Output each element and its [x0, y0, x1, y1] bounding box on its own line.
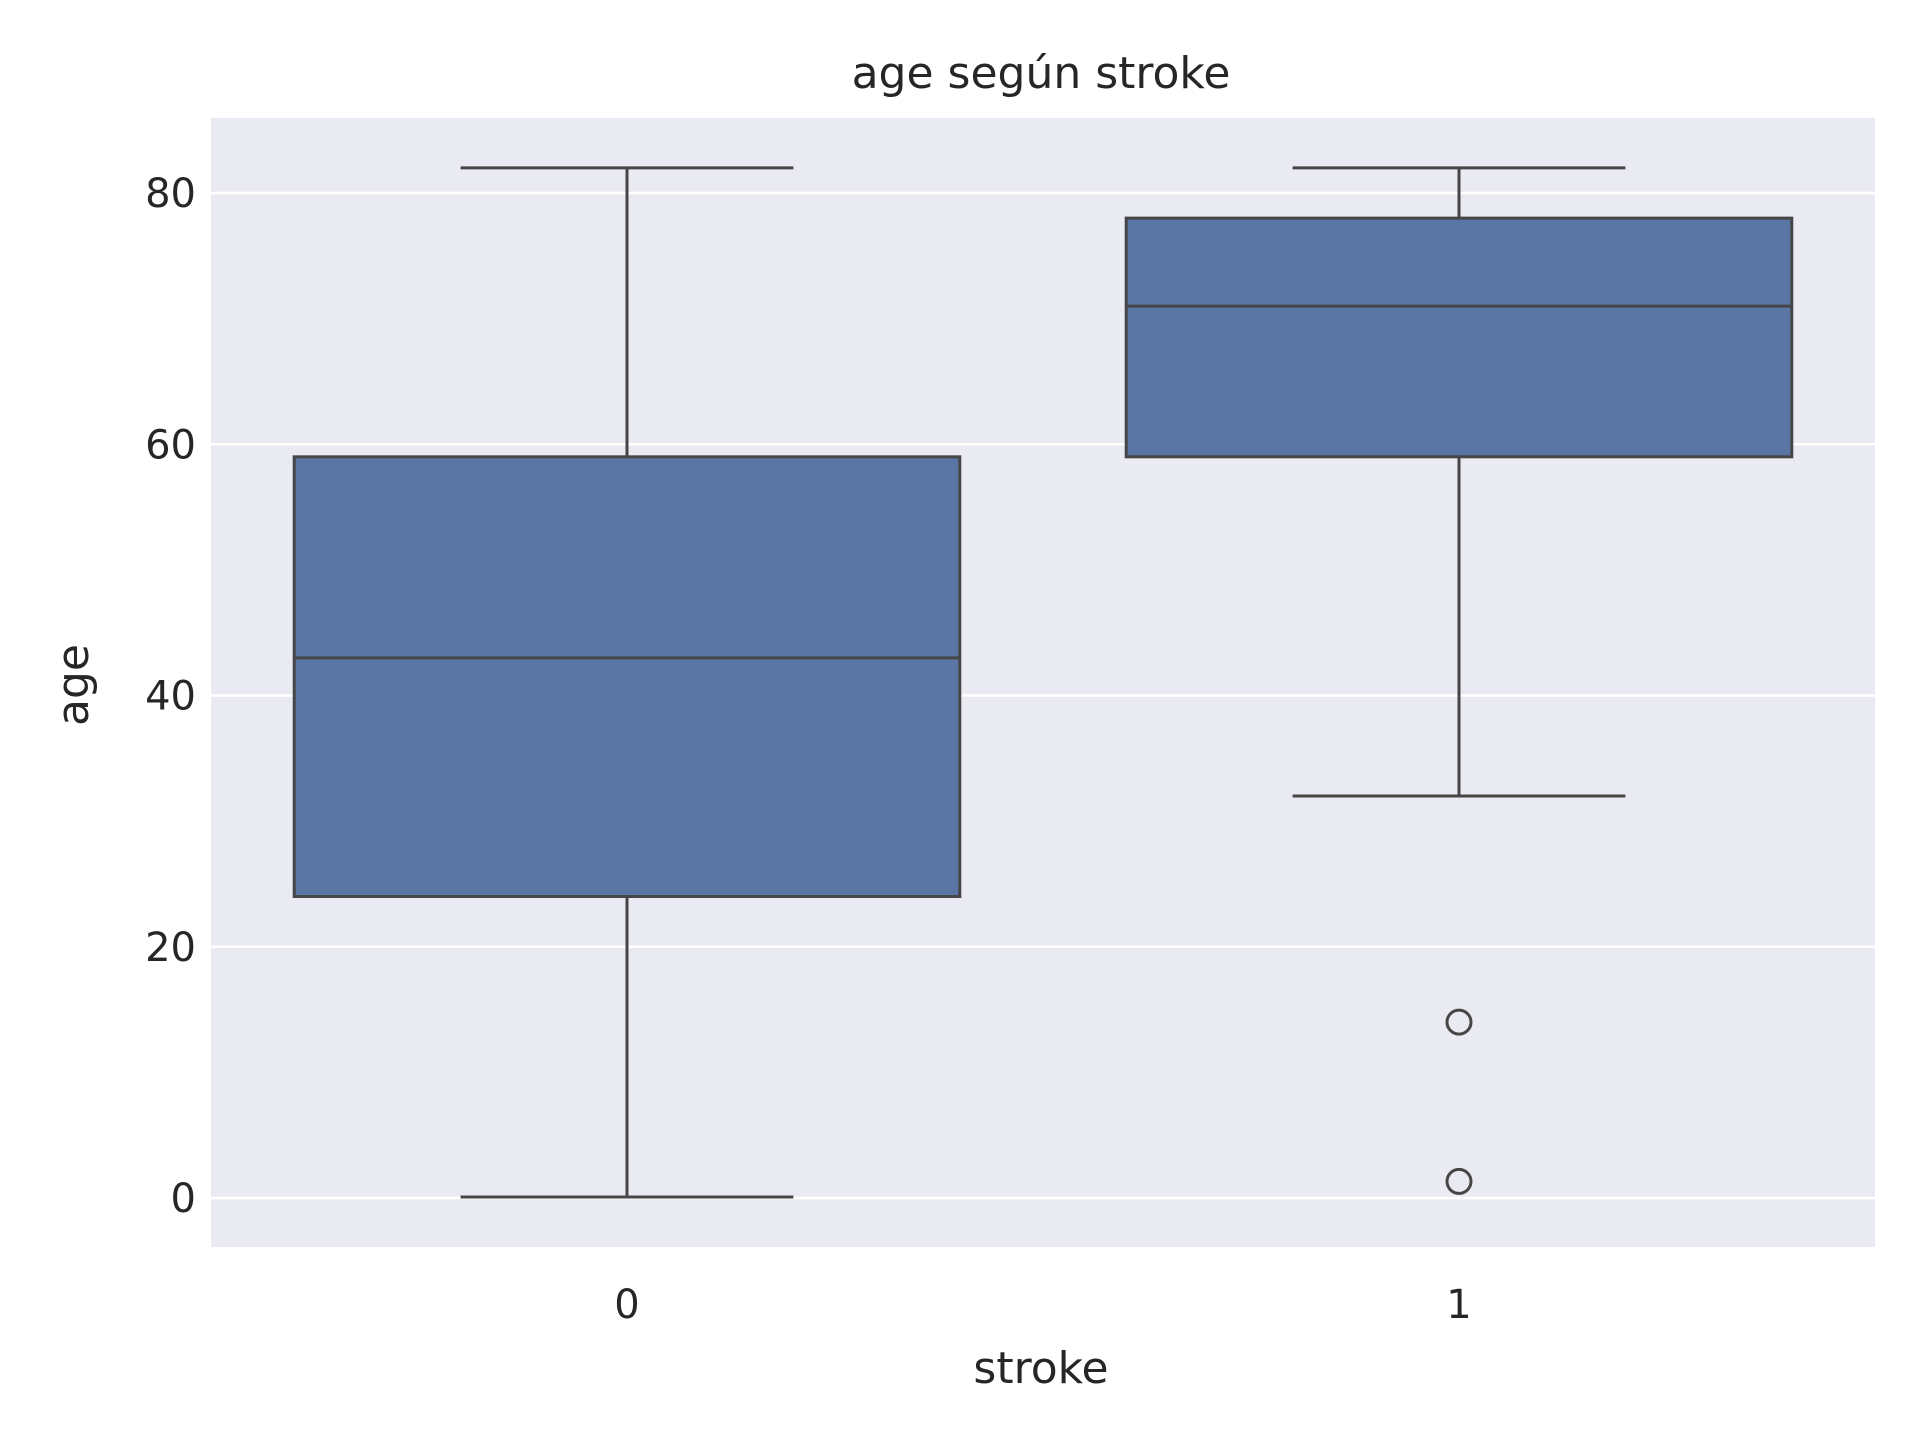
y-tick-labels: 0 20 40 60 80 — [145, 171, 196, 1222]
box-group-0 — [292, 166, 962, 1199]
y-tick-label-80: 80 — [145, 171, 196, 217]
y-axis-label: age — [48, 644, 99, 726]
outlier-point-1 — [1445, 1167, 1473, 1195]
outlier-point-0 — [1445, 1008, 1473, 1036]
y-tick-label-40: 40 — [145, 674, 196, 720]
y-tick-label-0: 0 — [171, 1176, 196, 1222]
x-axis-label: stroke — [973, 1343, 1108, 1394]
boxes — [292, 166, 1794, 1199]
iqr-box — [292, 455, 962, 898]
x-tick-label-1: 1 — [1446, 1282, 1471, 1328]
y-tick-label-20: 20 — [145, 925, 196, 971]
chart-title: age según stroke — [852, 48, 1231, 99]
iqr-box — [1124, 216, 1794, 459]
box-group-1 — [1124, 166, 1794, 1195]
y-tick-label-60: 60 — [145, 422, 196, 468]
x-tick-label-0: 0 — [614, 1282, 639, 1328]
